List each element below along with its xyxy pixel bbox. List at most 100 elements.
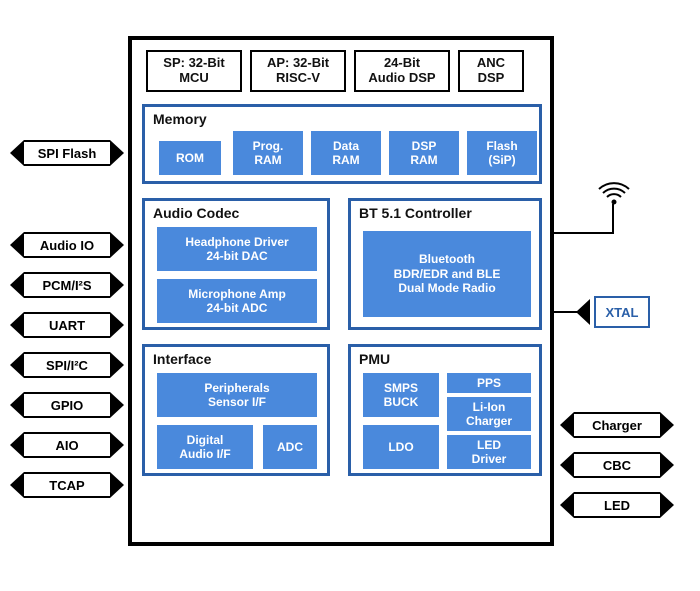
block: Microphone Amp24-bit ADC <box>157 279 317 323</box>
block-label: DSP <box>412 139 437 153</box>
block-label: (SiP) <box>488 153 515 167</box>
section: Audio Codec Headphone Driver24-bit DAC Mic… <box>142 198 330 330</box>
pin-arrow-icon <box>560 452 574 478</box>
section-title: BT 5.1 Controller <box>351 201 539 223</box>
xtal-block: XTAL <box>594 296 650 328</box>
block: Li-IonCharger <box>447 397 531 431</box>
block: DataRAM <box>311 131 381 175</box>
antenna-icon <box>594 180 634 210</box>
pin-arrow-icon <box>110 472 124 498</box>
header-line: MCU <box>179 71 209 86</box>
pin-arrow-icon <box>660 412 674 438</box>
header-line: DSP <box>478 71 505 86</box>
block-label: ROM <box>176 151 204 165</box>
block-label: RAM <box>410 153 437 167</box>
block-label: Charger <box>466 414 512 428</box>
external-pin: CBC <box>574 452 660 478</box>
pin-arrow-icon <box>110 352 124 378</box>
block-label: ADC <box>277 440 303 454</box>
block-label: Li-Ion <box>473 400 506 414</box>
pin-arrow-icon <box>660 492 674 518</box>
pin-arrow-icon <box>110 232 124 258</box>
pin-arrow-icon <box>10 352 24 378</box>
block-label: RAM <box>332 153 359 167</box>
block: PPS <box>447 373 531 393</box>
cpu-header: ANCDSP <box>458 50 524 92</box>
section-title: Interface <box>145 347 327 369</box>
block-label: Flash <box>486 139 517 153</box>
external-pin: TCAP <box>24 472 110 498</box>
pin-arrow-icon <box>10 392 24 418</box>
block-label: LDO <box>388 440 413 454</box>
header-line: ANC <box>477 56 505 71</box>
pin-arrow-icon <box>10 312 24 338</box>
block-label: BDR/EDR and BLE <box>394 267 501 281</box>
block-label: Peripherals <box>204 381 269 395</box>
block-label: Digital <box>187 433 224 447</box>
pin-arrow-icon <box>110 140 124 166</box>
external-pin: PCM/I²S <box>24 272 110 298</box>
block: ADC <box>263 425 317 469</box>
pin-arrow-icon <box>110 432 124 458</box>
pin-arrow-icon <box>560 412 574 438</box>
external-pin: Audio IO <box>24 232 110 258</box>
section-title: Memory <box>145 107 539 129</box>
block: Flash(SiP) <box>467 131 537 175</box>
header-line: RISC-V <box>276 71 320 86</box>
pin-arrow-icon <box>10 140 24 166</box>
block: BluetoothBDR/EDR and BLEDual Mode Radio <box>363 231 531 317</box>
block-label: 24-bit DAC <box>206 249 267 263</box>
block: PeripheralsSensor I/F <box>157 373 317 417</box>
cpu-header: SP: 32-BitMCU <box>146 50 242 92</box>
external-pin: GPIO <box>24 392 110 418</box>
header-line: Audio DSP <box>368 71 435 86</box>
block: LEDDriver <box>447 435 531 469</box>
section-title: PMU <box>351 347 539 369</box>
header-line: 24-Bit <box>384 56 420 71</box>
pin-arrow-icon <box>10 472 24 498</box>
block-label: LED <box>477 438 501 452</box>
block: Prog.RAM <box>233 131 303 175</box>
block: DigitalAudio I/F <box>157 425 253 469</box>
block-label: Data <box>333 139 359 153</box>
pin-arrow-icon <box>660 452 674 478</box>
block-label: Headphone Driver <box>185 235 288 249</box>
block: LDO <box>363 425 439 469</box>
external-pin: LED <box>574 492 660 518</box>
external-pin: UART <box>24 312 110 338</box>
block-label: Driver <box>472 452 507 466</box>
block-label: Audio I/F <box>179 447 230 461</box>
section: Interface PeripheralsSensor I/F DigitalAud… <box>142 344 330 476</box>
cpu-header: AP: 32-BitRISC-V <box>250 50 346 92</box>
wire <box>554 311 580 313</box>
block-label: Bluetooth <box>419 252 475 266</box>
section: PMU SMPSBUCK PPS Li-IonCharger LDO LEDDriver <box>348 344 542 476</box>
block-label: Microphone Amp <box>188 287 286 301</box>
block-label: Dual Mode Radio <box>398 281 495 295</box>
section: MemoryROMProg.RAMDataRAMDSPRAMFlash(SiP) <box>142 104 542 184</box>
pin-arrow-icon <box>110 272 124 298</box>
external-pin: Charger <box>574 412 660 438</box>
block: ROM <box>159 141 221 175</box>
section-title: Audio Codec <box>145 201 327 223</box>
block: DSPRAM <box>389 131 459 175</box>
block-label: RAM <box>254 153 281 167</box>
block-label: BUCK <box>384 395 419 409</box>
block-label: SMPS <box>384 381 418 395</box>
pin-arrow-icon <box>10 272 24 298</box>
block: Headphone Driver24-bit DAC <box>157 227 317 271</box>
header-line: SP: 32-Bit <box>163 56 224 71</box>
external-pin: SPI Flash <box>24 140 110 166</box>
external-pin: SPI/I²C <box>24 352 110 378</box>
section: BT 5.1 Controller BluetoothBDR/EDR and BL… <box>348 198 542 330</box>
pin-arrow-icon <box>110 392 124 418</box>
cpu-header: 24-BitAudio DSP <box>354 50 450 92</box>
block-label: Sensor I/F <box>208 395 266 409</box>
block-label: 24-bit ADC <box>207 301 268 315</box>
external-pin: AIO <box>24 432 110 458</box>
pin-arrow-icon <box>10 232 24 258</box>
block-label: Prog. <box>253 139 284 153</box>
wire <box>554 232 614 234</box>
header-line: AP: 32-Bit <box>267 56 329 71</box>
block: SMPSBUCK <box>363 373 439 417</box>
